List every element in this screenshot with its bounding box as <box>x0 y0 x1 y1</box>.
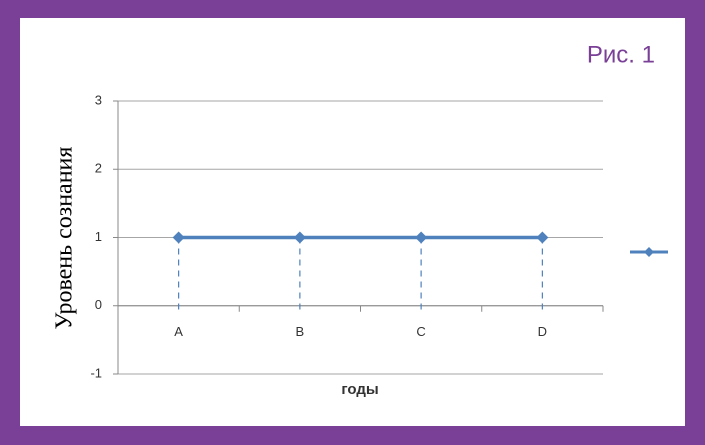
y-tick-label: 2 <box>95 161 102 176</box>
y-tick-label: 3 <box>95 92 102 107</box>
x-tick-label: D <box>538 324 547 339</box>
x-tick-label: C <box>416 324 425 339</box>
y-tick-label: -1 <box>90 365 102 380</box>
y-tick-label: 0 <box>95 297 102 312</box>
x-tick-label: B <box>296 324 305 339</box>
legend-marker <box>644 247 654 257</box>
x-axis-label: годы <box>341 381 378 398</box>
y-tick-label: 1 <box>95 229 102 244</box>
point <box>536 231 549 244</box>
y-axis-label: Уровень сознания <box>52 147 78 330</box>
x-tick-label: A <box>174 324 183 339</box>
point <box>172 231 185 244</box>
point <box>415 231 428 244</box>
point <box>293 231 306 244</box>
panel <box>20 18 685 426</box>
annotation: Рис. 1 <box>587 41 655 68</box>
